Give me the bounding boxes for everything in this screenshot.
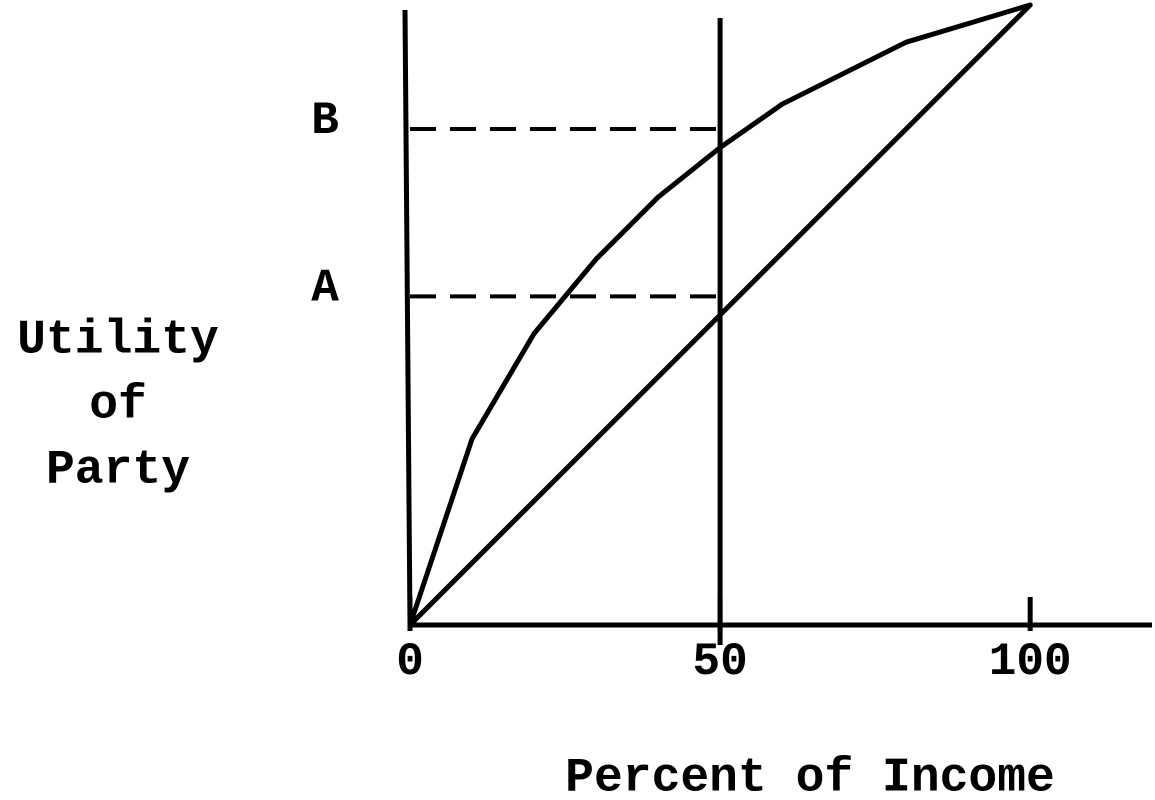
y-axis-label: Party: [46, 444, 190, 498]
x-tick-label: 100: [989, 636, 1072, 688]
line-series: [407, 2, 1033, 628]
y-axis-label: of: [89, 379, 147, 433]
x-tick-label: 0: [396, 636, 424, 688]
y-axis: [402, 9, 413, 626]
y-tick-label: A: [311, 263, 339, 315]
y-tick-label: B: [311, 95, 339, 147]
line-series: [407, 2, 1033, 628]
x-axis-label: Percent of Income: [565, 752, 1055, 800]
y-axis-label: Utility: [17, 314, 219, 368]
